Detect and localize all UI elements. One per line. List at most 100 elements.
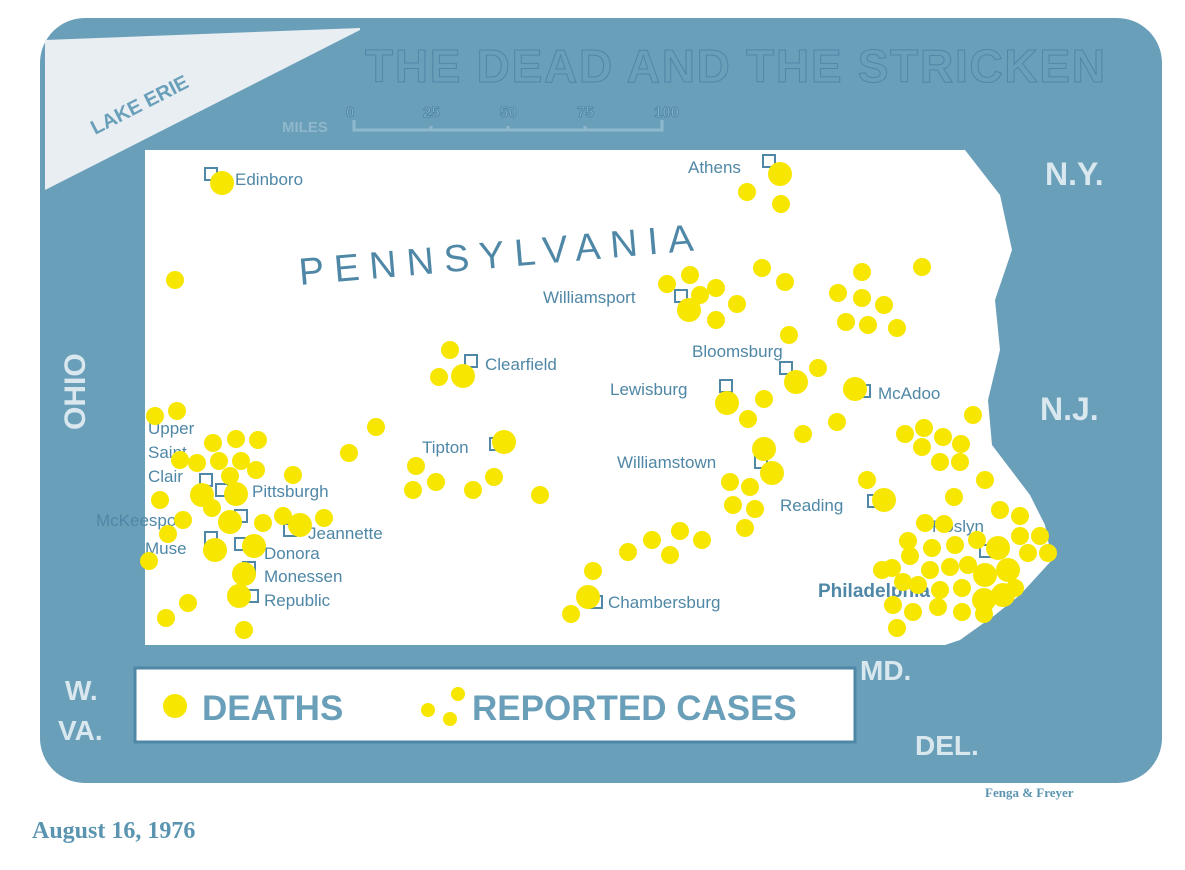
reported-case-dot	[1019, 544, 1037, 562]
death-dot	[232, 562, 256, 586]
reported-case-dot	[179, 594, 197, 612]
reported-case-dot	[746, 500, 764, 518]
reported-case-dot	[707, 279, 725, 297]
reported-case-dot	[151, 491, 169, 509]
reported-case-dot	[929, 598, 947, 616]
reported-case-dot	[739, 410, 757, 428]
legend-case-dot	[451, 687, 465, 701]
city-label: Republic	[264, 591, 331, 610]
state-label-neighbor: N.J.	[1040, 391, 1099, 427]
death-dot	[576, 585, 600, 609]
map-title: THE DEAD AND THE STRICKEN	[365, 40, 1105, 92]
city-label: Lewisburg	[610, 380, 688, 399]
reported-case-dot	[899, 532, 917, 550]
city-label: Athens	[688, 158, 741, 177]
death-dot	[991, 583, 1015, 607]
city-label: Edinboro	[235, 170, 303, 189]
death-dot	[218, 510, 242, 534]
reported-case-dot	[915, 419, 933, 437]
reported-case-dot	[728, 295, 746, 313]
death-dot	[760, 461, 784, 485]
reported-case-dot	[741, 478, 759, 496]
reported-case-dot	[904, 603, 922, 621]
reported-case-dot	[707, 311, 725, 329]
reported-case-dot	[658, 275, 676, 293]
reported-case-dot	[931, 581, 949, 599]
death-dot	[227, 584, 251, 608]
reported-case-dot	[671, 522, 689, 540]
pennsylvania-shape	[145, 150, 1052, 645]
legend	[133, 666, 857, 744]
legend-deaths-dot	[163, 694, 187, 718]
legend-cases-label: REPORTED CASES	[472, 689, 797, 728]
death-dot	[872, 488, 896, 512]
reported-case-dot	[159, 525, 177, 543]
reported-case-dot	[721, 473, 739, 491]
reported-case-dot	[829, 284, 847, 302]
reported-case-dot	[254, 514, 272, 532]
state-label-neighbor: DEL.	[915, 730, 979, 761]
death-dot	[210, 171, 234, 195]
city-marker	[779, 361, 793, 375]
reported-case-dot	[809, 359, 827, 377]
reported-case-dot	[794, 425, 812, 443]
reported-case-dot	[959, 556, 977, 574]
reported-case-dot	[171, 451, 189, 469]
reported-case-dot	[221, 467, 239, 485]
reported-case-dot	[691, 286, 709, 304]
reported-case-dot	[203, 499, 221, 517]
reported-case-dot	[935, 515, 953, 533]
death-dot	[973, 563, 997, 587]
city-label: Bloomsburg	[692, 342, 783, 361]
city-label: Donora	[264, 544, 320, 563]
reported-case-dot	[168, 402, 186, 420]
reported-case-dot	[485, 468, 503, 486]
reported-case-dot	[210, 452, 228, 470]
reported-case-dot	[232, 452, 250, 470]
legend-case-dot	[421, 703, 435, 717]
reported-case-dot	[464, 481, 482, 499]
reported-case-dot	[157, 609, 175, 627]
reported-case-dot	[643, 531, 661, 549]
reported-case-dot	[340, 444, 358, 462]
city-marker	[464, 354, 478, 368]
state-label-neighbor: OHIO	[59, 353, 92, 430]
reported-case-dot	[991, 501, 1009, 519]
reported-case-dot	[901, 547, 919, 565]
reported-case-dot	[913, 438, 931, 456]
reported-case-dot	[853, 263, 871, 281]
reported-case-dot	[837, 313, 855, 331]
reported-case-dot	[894, 573, 912, 591]
reported-case-dot	[776, 273, 794, 291]
city-label: Pittsburgh	[252, 482, 329, 501]
state-label-neighbor: MD.	[860, 655, 911, 686]
city-marker	[762, 154, 776, 168]
state-label-neighbor: N.Y.	[1045, 156, 1104, 192]
scale-tick: 100	[654, 104, 679, 121]
reported-case-dot	[430, 368, 448, 386]
reported-case-dot	[188, 454, 206, 472]
reported-case-dot	[964, 406, 982, 424]
reported-case-dot	[931, 453, 949, 471]
city-label: McAdoo	[878, 384, 940, 403]
death-dot	[715, 391, 739, 415]
reported-case-dot	[1031, 527, 1049, 545]
reported-case-dot	[661, 546, 679, 564]
reported-case-dot	[562, 605, 580, 623]
reported-case-dot	[140, 552, 158, 570]
legend-case-dot	[443, 712, 457, 726]
reported-case-dot	[724, 496, 742, 514]
reported-case-dot	[404, 481, 422, 499]
reported-case-dot	[884, 596, 902, 614]
city-label: Clearfield	[485, 355, 557, 374]
legend-deaths-label: DEATHS	[202, 689, 343, 728]
death-dot	[752, 437, 776, 461]
reported-case-dot	[166, 271, 184, 289]
reported-case-dot	[873, 561, 891, 579]
city-label: McKeesport	[96, 511, 187, 530]
date: August 16, 1976	[32, 818, 196, 844]
city-label: Clair	[148, 467, 183, 486]
reported-case-dot	[247, 461, 265, 479]
city-label: Monessen	[264, 567, 342, 586]
reported-case-dot	[888, 619, 906, 637]
